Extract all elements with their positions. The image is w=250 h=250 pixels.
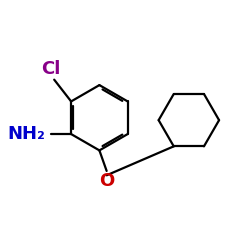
Text: O: O (100, 172, 115, 190)
Text: NH₂: NH₂ (8, 125, 46, 143)
Text: Cl: Cl (41, 60, 60, 78)
